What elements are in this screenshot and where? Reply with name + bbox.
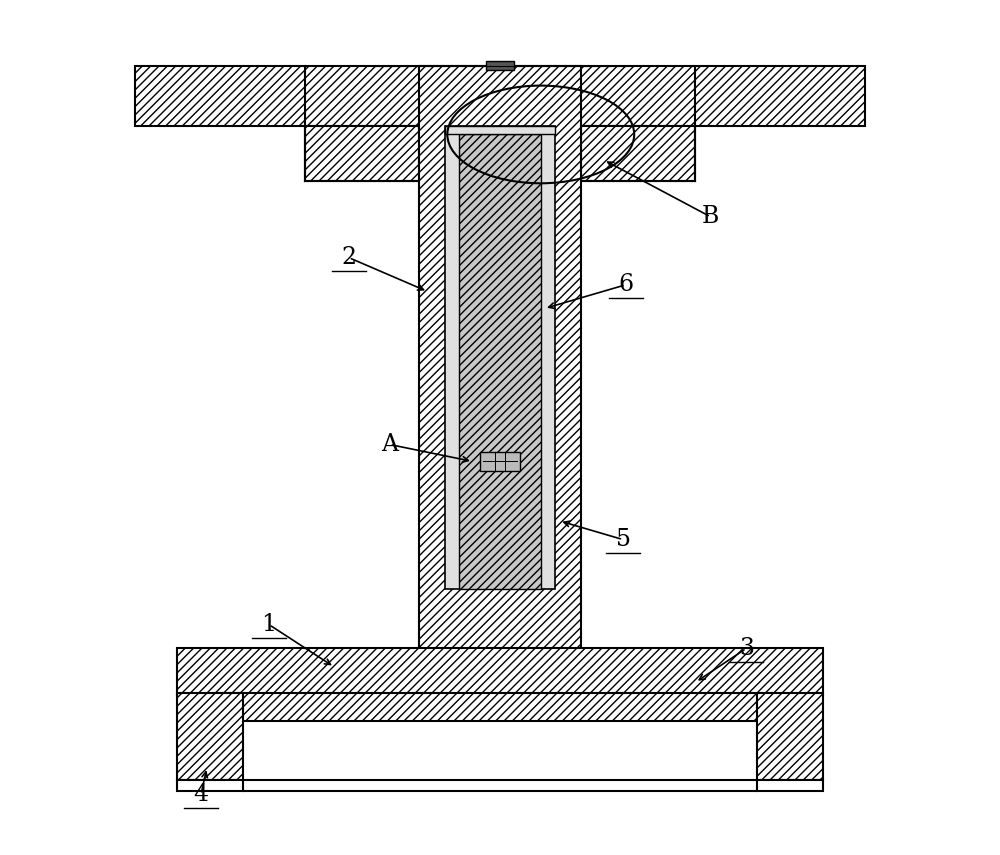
Text: A: A xyxy=(381,433,398,456)
Bar xyxy=(581,126,695,181)
Text: 5: 5 xyxy=(616,528,631,551)
Bar xyxy=(177,648,823,695)
Bar xyxy=(459,134,541,589)
Text: 6: 6 xyxy=(618,274,633,297)
Bar xyxy=(757,693,823,780)
Bar xyxy=(177,780,243,791)
Bar xyxy=(445,126,555,134)
Text: 3: 3 xyxy=(739,637,754,660)
Text: B: B xyxy=(702,205,719,228)
Bar xyxy=(135,67,865,126)
Text: 2: 2 xyxy=(341,246,356,269)
Bar xyxy=(486,61,514,70)
Text: 1: 1 xyxy=(261,613,277,636)
Bar xyxy=(177,693,243,780)
Bar xyxy=(757,780,823,791)
Text: 4: 4 xyxy=(193,783,209,806)
Bar xyxy=(480,452,520,471)
Bar xyxy=(419,67,581,687)
Bar xyxy=(445,126,555,589)
Bar xyxy=(224,693,776,721)
Bar xyxy=(305,126,419,181)
